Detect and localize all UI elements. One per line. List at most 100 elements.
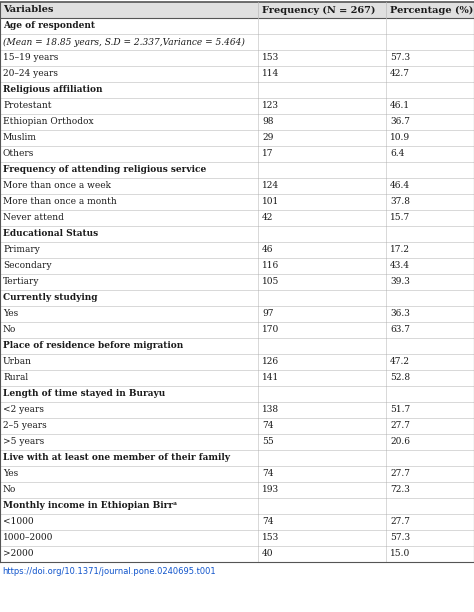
Text: 6.4: 6.4 [390, 149, 404, 159]
Text: 36.7: 36.7 [390, 118, 410, 127]
Text: No: No [3, 326, 17, 335]
Text: 17: 17 [262, 149, 273, 159]
Text: 126: 126 [262, 357, 279, 367]
Bar [0, 130, 474, 146]
Text: Ethiopian Orthodox: Ethiopian Orthodox [3, 118, 94, 127]
Text: 20.6: 20.6 [390, 438, 410, 447]
Text: Educational Status: Educational Status [3, 230, 98, 239]
Text: 153: 153 [262, 53, 279, 62]
Bar [0, 450, 474, 466]
Bar [0, 482, 474, 498]
Bar [0, 402, 474, 418]
Text: https://doi.org/10.1371/journal.pone.0240695.t001: https://doi.org/10.1371/journal.pone.024… [2, 567, 216, 576]
Text: 15–19 years: 15–19 years [3, 53, 58, 62]
Bar [0, 114, 474, 130]
Text: 29: 29 [262, 133, 273, 143]
Bar [0, 50, 474, 66]
Text: 72.3: 72.3 [390, 485, 410, 494]
Text: 105: 105 [262, 277, 279, 286]
Text: Urban: Urban [3, 357, 32, 367]
Text: 39.3: 39.3 [390, 277, 410, 286]
Bar [0, 194, 474, 210]
Text: Muslim: Muslim [3, 133, 37, 143]
Text: 97: 97 [262, 310, 273, 318]
Text: Length of time stayed in Burayu: Length of time stayed in Burayu [3, 389, 165, 398]
Text: Percentage (%): Percentage (%) [390, 6, 473, 15]
Bar [0, 18, 474, 34]
Bar [0, 162, 474, 178]
Text: 15.7: 15.7 [390, 214, 410, 223]
Text: (Mean = 18.85 years, S.D = 2.337,Variance = 5.464): (Mean = 18.85 years, S.D = 2.337,Varianc… [3, 37, 245, 47]
Text: 124: 124 [262, 182, 279, 190]
Text: 55: 55 [262, 438, 274, 447]
Text: 42: 42 [262, 214, 273, 223]
Text: 27.7: 27.7 [390, 422, 410, 430]
Text: Frequency of attending religious service: Frequency of attending religious service [3, 165, 206, 174]
Text: 123: 123 [262, 102, 279, 111]
Text: 57.3: 57.3 [390, 534, 410, 542]
Text: Rural: Rural [3, 373, 28, 382]
Text: Protestant: Protestant [3, 102, 52, 111]
Text: 74: 74 [262, 422, 273, 430]
Bar [0, 178, 474, 194]
Text: 2–5 years: 2–5 years [3, 422, 47, 430]
Bar [0, 146, 474, 162]
Text: 57.3: 57.3 [390, 53, 410, 62]
Text: More than once a week: More than once a week [3, 182, 111, 190]
Text: 63.7: 63.7 [390, 326, 410, 335]
Text: No: No [3, 485, 17, 494]
Text: 36.3: 36.3 [390, 310, 410, 318]
Text: 141: 141 [262, 373, 279, 382]
Bar [0, 98, 474, 114]
Text: 10.9: 10.9 [390, 133, 410, 143]
Text: 20–24 years: 20–24 years [3, 70, 58, 78]
Text: 27.7: 27.7 [390, 469, 410, 479]
Text: 43.4: 43.4 [390, 261, 410, 271]
Bar [0, 66, 474, 82]
Text: Place of residence before migration: Place of residence before migration [3, 341, 183, 351]
Text: 114: 114 [262, 70, 279, 78]
Text: 116: 116 [262, 261, 279, 271]
Text: 51.7: 51.7 [390, 406, 410, 414]
Bar [0, 2, 474, 18]
Text: 74: 74 [262, 518, 273, 526]
Text: Live with at least one member of their family: Live with at least one member of their f… [3, 453, 230, 463]
Text: 46.1: 46.1 [390, 102, 410, 111]
Text: 101: 101 [262, 198, 279, 206]
Text: 17.2: 17.2 [390, 245, 410, 255]
Bar [0, 82, 474, 98]
Text: Never attend: Never attend [3, 214, 64, 223]
Text: Tertiary: Tertiary [3, 277, 39, 286]
Text: Yes: Yes [3, 469, 18, 479]
Text: 153: 153 [262, 534, 279, 542]
Text: Religious affiliation: Religious affiliation [3, 86, 102, 94]
Text: <2 years: <2 years [3, 406, 44, 414]
Bar [0, 34, 474, 50]
Bar [0, 322, 474, 338]
Text: Monthly income in Ethiopian Birrᵃ: Monthly income in Ethiopian Birrᵃ [3, 501, 177, 510]
Bar [0, 354, 474, 370]
Bar [0, 514, 474, 530]
Bar [0, 418, 474, 434]
Text: <1000: <1000 [3, 518, 34, 526]
Bar [0, 290, 474, 306]
Text: 74: 74 [262, 469, 273, 479]
Text: 52.8: 52.8 [390, 373, 410, 382]
Text: Others: Others [3, 149, 35, 159]
Bar [0, 338, 474, 354]
Bar [0, 370, 474, 386]
Text: 27.7: 27.7 [390, 518, 410, 526]
Text: 138: 138 [262, 406, 279, 414]
Text: Currently studying: Currently studying [3, 294, 98, 302]
Text: More than once a month: More than once a month [3, 198, 117, 206]
Text: 42.7: 42.7 [390, 70, 410, 78]
Text: Secondary: Secondary [3, 261, 52, 271]
Bar [0, 226, 474, 242]
Bar [0, 434, 474, 450]
Bar [0, 530, 474, 546]
Text: 46.4: 46.4 [390, 182, 410, 190]
Text: 98: 98 [262, 118, 273, 127]
Text: Yes: Yes [3, 310, 18, 318]
Bar [0, 306, 474, 322]
Text: Primary: Primary [3, 245, 40, 255]
